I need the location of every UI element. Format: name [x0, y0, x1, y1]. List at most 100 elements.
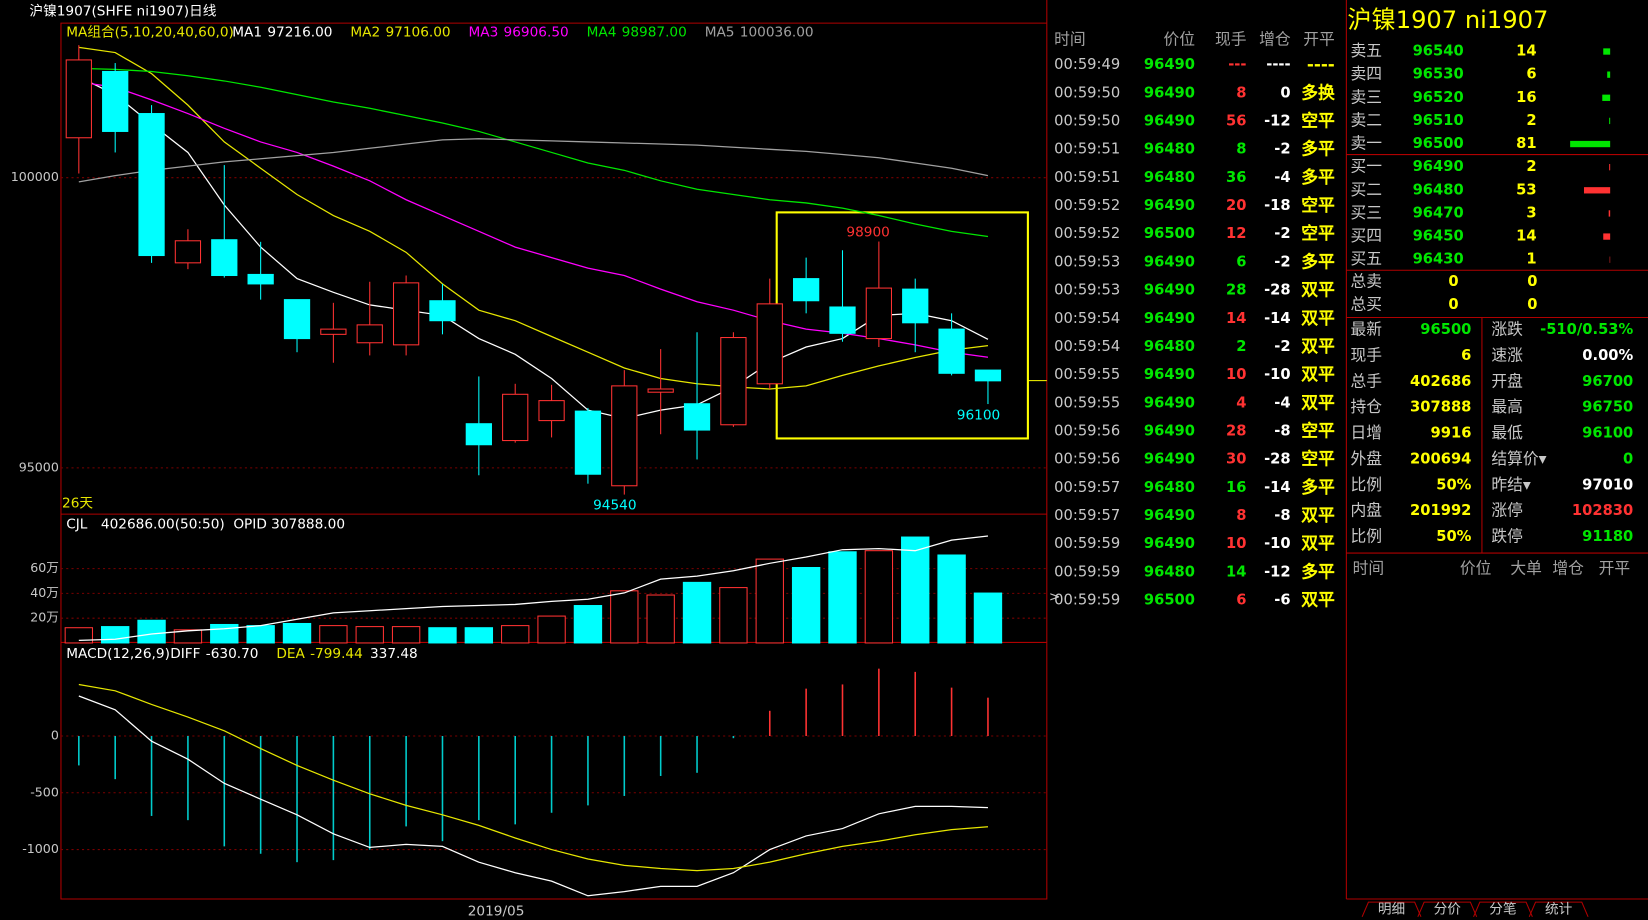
- table-cell: 96490: [1144, 56, 1195, 73]
- candle-body: [792, 278, 820, 302]
- table-cell: 28: [1226, 423, 1246, 440]
- table-cell: 00:59:49: [1054, 56, 1120, 73]
- volume-bar: [573, 605, 603, 644]
- ma-legend-name: MA1: [232, 25, 262, 41]
- book-label: 买三: [1351, 203, 1382, 222]
- table-cell: 14: [1226, 563, 1246, 580]
- volume-bar: [755, 558, 784, 644]
- table-cell: 96480: [1144, 141, 1195, 158]
- table-cell: 0: [1280, 84, 1290, 101]
- volume-bar: [64, 627, 94, 644]
- table-cell: 00:59:55: [1054, 366, 1120, 383]
- volume-bar: [828, 551, 857, 644]
- table-cell: 空平: [1301, 421, 1335, 441]
- stat-value: 0: [1623, 450, 1633, 467]
- stat-label: 最高: [1491, 397, 1522, 416]
- table-cell: 96490: [1144, 310, 1195, 327]
- detail-header: 大单: [1510, 558, 1541, 577]
- book-price: 96490: [1413, 158, 1464, 175]
- table-cell: 96480: [1144, 563, 1195, 580]
- volume-bar: [101, 626, 130, 644]
- book-qty: 1: [1526, 251, 1536, 268]
- table-cell: 96490: [1144, 535, 1195, 552]
- stat-value: 96500: [1420, 321, 1471, 338]
- total-a: 0: [1448, 296, 1458, 313]
- chart-title: 沪镍1907(SHFE ni1907)日线: [29, 4, 216, 20]
- table-cell: 双平: [1301, 392, 1335, 412]
- book-price: 96470: [1413, 204, 1464, 221]
- book-qty: 53: [1516, 181, 1536, 198]
- table-cell: 2: [1236, 338, 1246, 355]
- stat-label: 内盘: [1351, 501, 1383, 520]
- candle-body: [392, 282, 420, 346]
- table-cell: 8: [1236, 507, 1246, 524]
- volume-bar: [610, 590, 639, 644]
- stat-label: 涨停: [1491, 501, 1522, 520]
- macd-legend-name: DEA: [276, 646, 305, 662]
- volume-bar: [791, 567, 821, 644]
- table-cell: ---: [1228, 56, 1246, 73]
- candle-body: [574, 410, 602, 475]
- volume-bar: [719, 587, 748, 644]
- y-tick-label: 60万: [30, 560, 59, 575]
- tab-shape: [1417, 901, 1478, 918]
- tab[interactable]: 明细: [1378, 901, 1405, 917]
- volume-subtitle: 402686.00(50:50): [101, 517, 225, 533]
- table-cell: 56: [1226, 113, 1246, 130]
- book-bar: [1583, 187, 1611, 194]
- table-cell: 多平: [1301, 251, 1335, 271]
- table-cell: 96480: [1144, 169, 1195, 186]
- book-qty: 14: [1516, 43, 1536, 60]
- stat-label: 最新: [1351, 320, 1383, 339]
- table-cell: -10: [1264, 366, 1291, 383]
- table-header: 现手: [1215, 29, 1246, 48]
- table-cell: 空平: [1301, 111, 1335, 131]
- table-cell: 6: [1236, 592, 1246, 609]
- table-cell: 00:59:55: [1054, 394, 1120, 411]
- table-cell: 00:59:57: [1054, 479, 1120, 496]
- candle-body: [647, 388, 674, 393]
- book-label: 卖五: [1351, 41, 1382, 60]
- table-cell: 28: [1226, 282, 1246, 299]
- candle-body: [938, 328, 965, 374]
- stat-label: 总手: [1351, 371, 1382, 390]
- ma-line: [78, 76, 989, 420]
- tab[interactable]: 分笔: [1489, 901, 1516, 917]
- stat-label: 涨跌: [1491, 320, 1523, 339]
- total-b: 0: [1527, 273, 1537, 290]
- table-cell: 10: [1226, 366, 1246, 383]
- stat-value: 96100: [1582, 425, 1633, 442]
- table-cell: 多换: [1301, 82, 1335, 102]
- candle-body: [247, 273, 274, 285]
- low-annotation: 94540: [593, 498, 636, 514]
- stat-value: 402686: [1410, 373, 1471, 390]
- table-cell: 96500: [1144, 225, 1195, 242]
- stat-value: 9916: [1431, 425, 1472, 442]
- stat-label: 结算价▾: [1491, 449, 1546, 468]
- y-tick-label: 0: [51, 728, 59, 743]
- book-bar: [1570, 140, 1611, 148]
- table-cell: 00:59:59: [1054, 563, 1120, 580]
- table-cell: -12: [1264, 563, 1291, 580]
- tab[interactable]: 统计: [1545, 901, 1573, 917]
- table-cell: 6: [1236, 253, 1246, 270]
- table-cell: 30: [1226, 451, 1246, 468]
- table-cell: 14: [1226, 310, 1246, 327]
- volume-bar: [901, 536, 930, 644]
- candle-body: [283, 299, 311, 340]
- stat-value: 307888: [1410, 399, 1471, 416]
- table-cell: 96490: [1144, 366, 1195, 383]
- book-price: 96450: [1413, 228, 1464, 245]
- table-cell: 96490: [1144, 253, 1195, 270]
- stat-label: 速涨: [1491, 346, 1523, 365]
- table-cell: 00:59:53: [1054, 253, 1120, 270]
- detail-header: 增仓: [1552, 558, 1584, 577]
- stat-value: 6: [1461, 347, 1471, 364]
- book-price: 96530: [1413, 66, 1464, 83]
- candle-body: [974, 369, 1002, 382]
- ma-legend-name: MA5: [705, 25, 735, 41]
- table-cell: 空平: [1301, 223, 1335, 243]
- y-tick-label: 100000: [11, 169, 59, 184]
- candle-body: [465, 423, 492, 446]
- tab[interactable]: 分价: [1434, 901, 1462, 917]
